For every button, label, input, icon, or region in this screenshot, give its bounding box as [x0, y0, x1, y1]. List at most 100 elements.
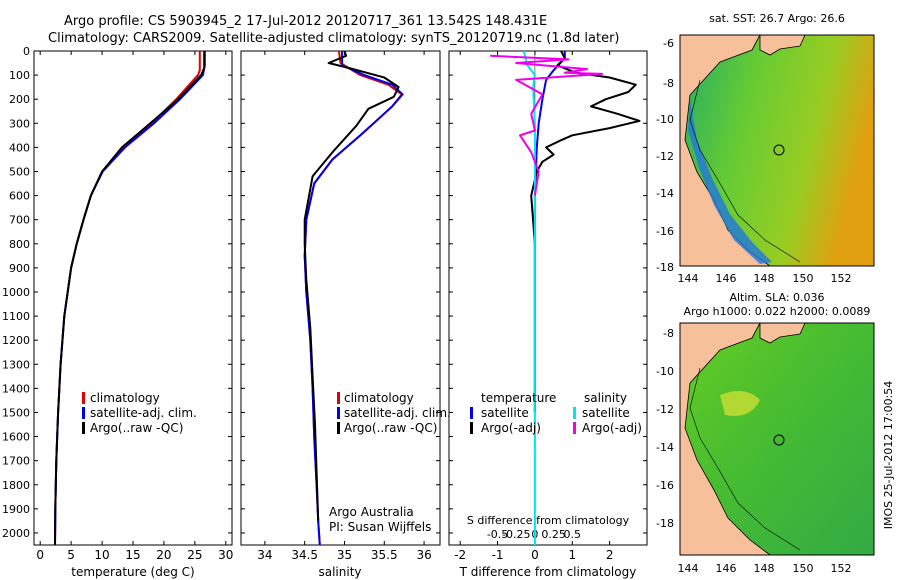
x-tick-label-secondary: -0.25	[502, 528, 530, 541]
series-line-argo-raw-qc-	[303, 50, 400, 521]
series-line-salinity-satellite	[522, 50, 536, 545]
legend-argo: Argo(..raw -QC)	[90, 421, 183, 435]
y-tick-label: 300	[9, 117, 30, 130]
sla-map-title-2: Argo h1000: 0.022 h2000: 0.0089	[684, 305, 871, 318]
salinity-plot-frame	[240, 50, 441, 546]
y-tick-label: 1600	[2, 431, 30, 444]
title-line-1: Argo profile: CS 5903945_2 17-Jul-2012 2…	[64, 14, 547, 29]
temperature-plot-frame	[33, 50, 233, 546]
y-tick-label: 0	[23, 45, 30, 58]
lat-tick: -10	[656, 113, 674, 126]
x-tick-label: -2	[454, 548, 466, 562]
sla-yellow-eddy	[720, 391, 760, 416]
y-tick-label: 1700	[2, 455, 30, 468]
sst-map-title: sat. SST: 26.7 Argo: 26.6	[709, 12, 845, 25]
lon-tick: 146	[716, 272, 737, 285]
title-line-2: Climatology: CARS2009. Satellite-adjuste…	[48, 31, 620, 46]
y-tick-label: 1000	[2, 286, 30, 299]
x-tick-label: 25	[187, 548, 202, 562]
y-tick-label: 1100	[2, 310, 30, 323]
imos-timestamp: IMOS 25-Jul-2012 17:00:54	[882, 381, 895, 530]
x-tick-label: 15	[125, 548, 140, 562]
y-tick-label: 500	[9, 165, 30, 178]
lat-tick: -14	[656, 441, 674, 454]
x-tick-label: 30	[218, 548, 233, 562]
legend-swatch-climatology	[337, 392, 340, 404]
legend-s-satellite: satellite	[582, 406, 630, 420]
y-tick-label: 1400	[2, 382, 30, 395]
sla-map-frame	[679, 322, 875, 556]
legend-swatch-satellite	[82, 407, 85, 419]
lat-tick: -18	[656, 261, 674, 274]
lat-tick: -12	[656, 403, 674, 416]
legend-swatch-t-satellite	[470, 407, 473, 419]
legend-swatch-s-satellite	[573, 407, 576, 419]
y-tick-label: 1900	[2, 503, 30, 516]
legend-salinity-heading: salinity	[584, 391, 627, 405]
x-tick-label: -1	[492, 548, 504, 562]
lat-tick: -10	[656, 365, 674, 378]
series-line-climatology	[303, 50, 403, 546]
series-line-salinity-argo-adj-	[490, 54, 604, 196]
sst-float-location	[773, 144, 785, 156]
salinity-axis-label: salinity	[318, 565, 361, 579]
x-tick-label: 35.5	[371, 548, 398, 562]
y-tick-label: 1800	[2, 479, 30, 492]
legend-temperature-heading: temperature	[481, 391, 556, 405]
x-tick-label: 0	[531, 548, 539, 562]
x-tick-label: 20	[156, 548, 171, 562]
lat-tick: -8	[663, 77, 674, 90]
x-tick-label: 36	[416, 548, 431, 562]
t-difference-axis-label: T difference from climatology	[459, 565, 637, 579]
sst-lat-ticks: -6 -8 -10 -12 -14 -16 -18	[656, 37, 674, 274]
legend-swatch-argo	[82, 422, 85, 434]
sst-map: sat. SST: 26.7 Argo: 26.6 -6 -8 -10 -12 …	[656, 12, 875, 285]
x-tick-label: 34.5	[291, 548, 318, 562]
series-line-climatology	[54, 51, 201, 546]
x-tick-label: 10	[94, 548, 109, 562]
lon-tick: 148	[754, 562, 775, 575]
legend-s-argo: Argo(-adj)	[582, 421, 642, 435]
lon-tick: 144	[678, 272, 699, 285]
lat-tick: -16	[656, 479, 674, 492]
legend-swatch-t-argo	[470, 422, 473, 434]
sla-float-location	[773, 434, 785, 446]
credit-line-2: PI: Susan Wijffels	[329, 520, 431, 534]
axis-ticks: 0 5 10 15 20 25 300100200300400500600700800900…	[2, 45, 647, 562]
lon-tick: 150	[793, 562, 814, 575]
lon-tick: 148	[754, 272, 775, 285]
series-line-satellite-adj-clim-	[303, 51, 404, 546]
legend-satellite: satellite-adj. clim.	[344, 406, 451, 420]
x-tick-label-secondary: 0.25	[541, 528, 566, 541]
sla-lat-ticks: -8 -10 -12 -14 -16 -18	[656, 327, 674, 530]
temperature-legend: climatology satellite-adj. clim. Argo(..…	[82, 391, 197, 435]
lon-tick: 146	[716, 562, 737, 575]
sla-isobath	[689, 367, 801, 551]
y-tick-label: 400	[9, 141, 30, 154]
x-tick-label-secondary: -0.5	[487, 528, 508, 541]
legend-climatology: climatology	[344, 391, 414, 405]
x-tick-label: 35	[337, 548, 352, 562]
data-lines	[54, 50, 641, 546]
lat-tick: -8	[663, 327, 674, 340]
y-tick-label: 900	[9, 262, 30, 275]
y-tick-label: 1300	[2, 358, 30, 371]
y-tick-label: 700	[9, 214, 30, 227]
lat-tick: -6	[663, 37, 674, 50]
y-tick-label: 200	[9, 93, 30, 106]
sst-coastal-cool-water	[688, 100, 772, 264]
sla-map-title-1: Altim. SLA: 0.036	[729, 291, 824, 304]
credit-line-1: Argo Australia	[329, 505, 414, 519]
lon-tick: 144	[678, 562, 699, 575]
y-tick-label: 2000	[2, 527, 30, 540]
y-tick-label: 100	[9, 69, 30, 82]
difference-legend: temperature satellite Argo(-adj) salinit…	[470, 391, 642, 435]
legend-satellite: satellite-adj. clim.	[90, 406, 197, 420]
sst-isobath	[689, 79, 801, 263]
y-tick-label: 800	[9, 238, 30, 251]
y-tick-label: 1200	[2, 334, 30, 347]
difference-plot-frame	[448, 50, 648, 546]
x-tick-label: 0	[36, 548, 44, 562]
legend-t-argo: Argo(-adj)	[481, 421, 541, 435]
